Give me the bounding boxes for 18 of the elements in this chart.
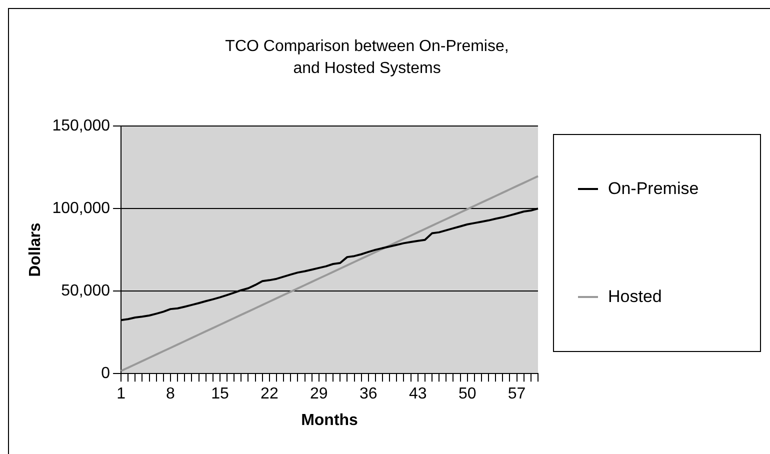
chart-title: TCO Comparison between On-Premise, and Hosted Systems — [224, 37, 510, 79]
x-tick-label: 22 — [260, 386, 278, 403]
x-tick-label: 29 — [310, 386, 328, 403]
x-tick-label: 57 — [508, 386, 526, 403]
x-tick-label: 1 — [116, 386, 126, 403]
x-tick-label: 50 — [458, 386, 476, 403]
legend-label: On-Premise — [608, 179, 699, 199]
x-tick-label: 15 — [211, 386, 229, 403]
y-tick-label: 150,000 — [52, 117, 110, 134]
y-tick-label: 100,000 — [52, 200, 110, 217]
x-tick-label: 8 — [166, 386, 176, 403]
x-tick-label: 43 — [408, 386, 427, 403]
legend-label: Hosted — [608, 287, 662, 307]
y-axis-title: Dollars — [27, 222, 44, 277]
x-axis-title: Months — [301, 412, 358, 429]
x-tick-label: 36 — [359, 386, 378, 403]
y-tick-label: 50,000 — [61, 282, 110, 300]
y-tick-label: 0 — [101, 365, 110, 382]
